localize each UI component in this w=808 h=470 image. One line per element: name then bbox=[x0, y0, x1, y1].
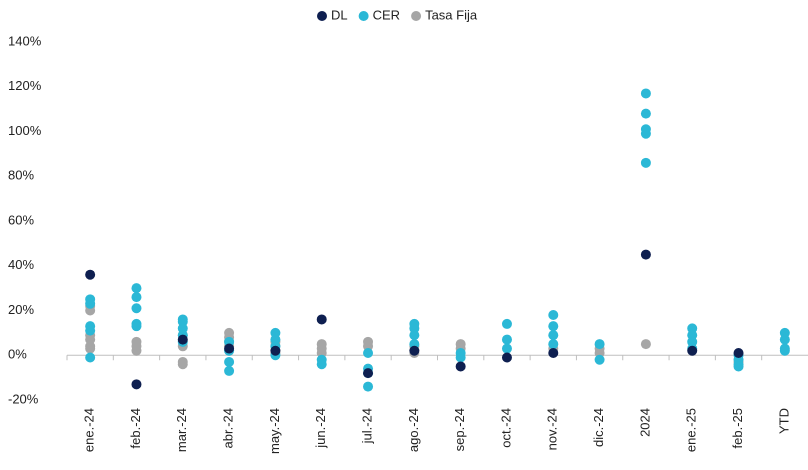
x-tick-label: ene.-24 bbox=[82, 408, 97, 452]
dot bbox=[779, 345, 790, 356]
dot bbox=[501, 334, 512, 345]
x-tick-label: YTD bbox=[776, 408, 791, 434]
dot bbox=[501, 318, 512, 329]
x-tick-label: feb.-24 bbox=[128, 408, 143, 448]
x-tick-label: feb.-25 bbox=[730, 408, 745, 448]
dot bbox=[363, 348, 374, 359]
dot bbox=[85, 352, 96, 363]
dot bbox=[733, 348, 744, 359]
dot bbox=[501, 352, 512, 363]
dot bbox=[409, 345, 420, 356]
dot bbox=[131, 379, 142, 390]
dot bbox=[409, 330, 420, 341]
dot bbox=[177, 334, 188, 345]
dot bbox=[131, 303, 142, 314]
y-tick-label: -20% bbox=[8, 391, 39, 406]
dot bbox=[177, 359, 188, 370]
y-tick-label: 0% bbox=[8, 347, 27, 362]
x-tick-label: ago.-24 bbox=[406, 408, 421, 452]
dot bbox=[224, 365, 235, 376]
dot bbox=[455, 348, 466, 359]
x-tick-label: jul.-24 bbox=[359, 408, 374, 444]
dot bbox=[779, 334, 790, 345]
dot bbox=[85, 343, 96, 354]
y-tick-label: 20% bbox=[8, 302, 34, 317]
dot bbox=[548, 330, 559, 341]
dot bbox=[455, 361, 466, 372]
dot bbox=[548, 348, 559, 359]
y-tick-label: 60% bbox=[8, 212, 34, 227]
dot bbox=[640, 339, 651, 350]
x-tick-label: 2024 bbox=[637, 408, 652, 437]
x-tick-label: ene.-25 bbox=[684, 408, 699, 452]
dot bbox=[316, 359, 327, 370]
dot bbox=[131, 292, 142, 303]
dot bbox=[640, 157, 651, 168]
y-tick-label: 100% bbox=[8, 123, 42, 138]
dot bbox=[548, 309, 559, 320]
x-tick-label: nov.-24 bbox=[545, 408, 560, 450]
dot bbox=[640, 128, 651, 139]
dot bbox=[363, 368, 374, 379]
dot bbox=[548, 339, 559, 350]
y-tick-label: 40% bbox=[8, 257, 34, 272]
dot bbox=[131, 345, 142, 356]
dot bbox=[316, 314, 327, 325]
dot bbox=[131, 321, 142, 332]
dot bbox=[501, 343, 512, 354]
x-tick-label: jun.-24 bbox=[313, 408, 328, 449]
x-tick-label: abr.-24 bbox=[221, 408, 236, 448]
dot bbox=[363, 381, 374, 392]
dot bbox=[594, 339, 605, 350]
x-tick-label: mar.-24 bbox=[174, 408, 189, 452]
legend-marker bbox=[317, 11, 327, 21]
dot bbox=[733, 361, 744, 372]
y-tick-label: 120% bbox=[8, 78, 42, 93]
legend-marker bbox=[358, 11, 369, 21]
dot bbox=[548, 321, 559, 332]
y-tick-label: 80% bbox=[8, 168, 34, 183]
legend-label: CER bbox=[373, 7, 400, 22]
dot bbox=[224, 343, 235, 354]
dot bbox=[594, 354, 605, 365]
dot bbox=[85, 269, 96, 280]
dot bbox=[640, 88, 651, 99]
legend-label: DL bbox=[331, 7, 348, 22]
dot bbox=[270, 345, 281, 356]
legend-label: Tasa Fija bbox=[425, 7, 478, 22]
x-tick-label: oct.-24 bbox=[498, 408, 513, 448]
x-tick-label: sep.-24 bbox=[452, 408, 467, 451]
dot bbox=[640, 108, 651, 119]
dot bbox=[640, 249, 651, 260]
dot bbox=[85, 325, 96, 336]
y-tick-label: 140% bbox=[8, 33, 42, 48]
dot bbox=[687, 345, 698, 356]
x-tick-label: may.-24 bbox=[267, 408, 282, 454]
dot bbox=[131, 283, 142, 294]
dot bbox=[85, 298, 96, 309]
x-tick-label: dic.-24 bbox=[591, 408, 606, 447]
dot bbox=[224, 356, 235, 367]
legend-marker bbox=[411, 11, 422, 21]
